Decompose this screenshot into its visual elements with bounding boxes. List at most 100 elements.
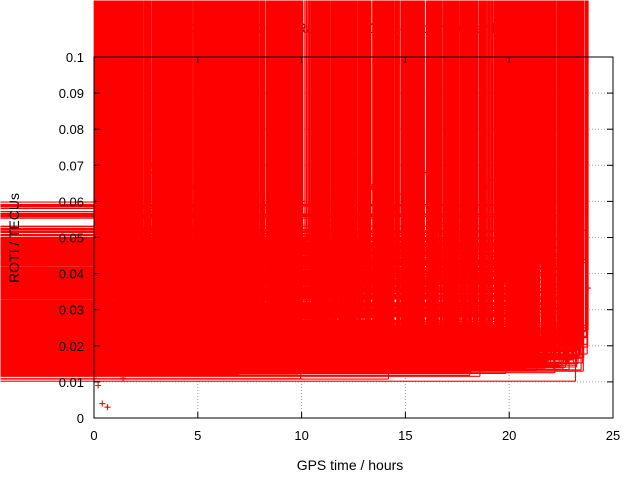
data-point [154, 129, 161, 136]
data-point [470, 198, 477, 205]
y-tick-labels: 0 0.01 0.02 0.03 0.04 0.05 0.06 0.07 0.08 0.09 0.1 [59, 50, 84, 426]
data-point [120, 375, 127, 382]
data-point [477, 241, 484, 248]
data-point [392, 205, 399, 212]
data-point [144, 191, 151, 198]
data-point [149, 162, 156, 169]
dense-point-cloud [0, 0, 589, 382]
data-point [248, 220, 255, 227]
data-point [211, 248, 218, 255]
data-point [132, 205, 139, 212]
data-point [360, 169, 367, 176]
data-point [169, 216, 176, 223]
data-point [280, 133, 287, 140]
data-point [379, 198, 386, 205]
data-point [358, 140, 365, 147]
y-tick-label: 0.07 [59, 158, 84, 173]
data-point [531, 169, 538, 176]
x-tick-label: 5 [194, 428, 201, 443]
data-point [155, 140, 162, 147]
data-point [556, 212, 563, 219]
data-point [448, 82, 455, 89]
data-point [572, 205, 579, 212]
data-point [117, 183, 124, 190]
data-point [102, 241, 109, 248]
data-points [92, 82, 592, 411]
data-point [443, 205, 450, 212]
data-point [153, 126, 160, 133]
data-point [344, 191, 351, 198]
data-point [365, 205, 372, 212]
data-point [329, 220, 336, 227]
data-point [419, 140, 426, 147]
data-point [105, 104, 112, 111]
data-point [269, 241, 276, 248]
data-point [97, 277, 104, 284]
data-point [464, 212, 471, 219]
x-tick-label: 15 [398, 428, 412, 443]
data-point [113, 205, 120, 212]
y-tick-label: 0.1 [66, 50, 84, 65]
data-point [107, 155, 114, 162]
data-point [217, 205, 224, 212]
data-point [437, 220, 444, 227]
y-tick-label: 0.04 [59, 267, 84, 282]
data-point [96, 227, 103, 234]
data-point [348, 205, 355, 212]
data-point [157, 183, 164, 190]
data-point [242, 198, 249, 205]
data-point [122, 245, 129, 252]
data-point [223, 234, 230, 241]
data-point [408, 183, 415, 190]
data-point [277, 183, 284, 190]
data-point [508, 212, 515, 219]
data-point [373, 212, 380, 219]
data-point [427, 176, 434, 183]
data-point [369, 183, 376, 190]
data-point [294, 220, 301, 227]
x-axis-label: GPS time / hours [297, 457, 404, 473]
data-point [140, 238, 147, 245]
data-point [190, 183, 197, 190]
data-point [578, 227, 585, 234]
data-point [335, 183, 342, 190]
data-point [111, 339, 118, 346]
data-point [284, 162, 291, 169]
point-cloud-path [0, 0, 589, 382]
data-point [340, 133, 347, 140]
y-tick-label: 0.02 [59, 339, 84, 354]
x-tick-labels: 0 5 10 15 20 25 [90, 428, 620, 443]
data-point [338, 126, 345, 133]
data-point [104, 404, 111, 411]
data-point [356, 155, 363, 162]
data-point [288, 205, 295, 212]
y-tick-label: 0 [77, 411, 84, 426]
data-point [230, 173, 237, 180]
data-point [298, 198, 305, 205]
data-point [182, 205, 189, 212]
x-tick-label: 20 [502, 428, 516, 443]
data-point [124, 198, 131, 205]
y-tick-label: 0.05 [59, 231, 84, 246]
data-point [311, 212, 318, 219]
data-point [537, 205, 544, 212]
data-point [98, 194, 105, 201]
data-point [198, 198, 205, 205]
data-point [278, 118, 285, 125]
data-point [423, 169, 430, 176]
data-point [549, 198, 556, 205]
data-point [92, 303, 99, 310]
data-point [352, 216, 359, 223]
data-point [317, 241, 324, 248]
data-point [106, 111, 113, 118]
data-point [178, 191, 185, 198]
data-point [94, 252, 101, 259]
y-tick-label: 0.03 [59, 303, 84, 318]
data-point [385, 220, 392, 227]
data-point [304, 234, 311, 241]
data-point [105, 118, 112, 125]
data-point [165, 227, 172, 234]
data-point [489, 176, 496, 183]
x-tick-label: 10 [294, 428, 308, 443]
